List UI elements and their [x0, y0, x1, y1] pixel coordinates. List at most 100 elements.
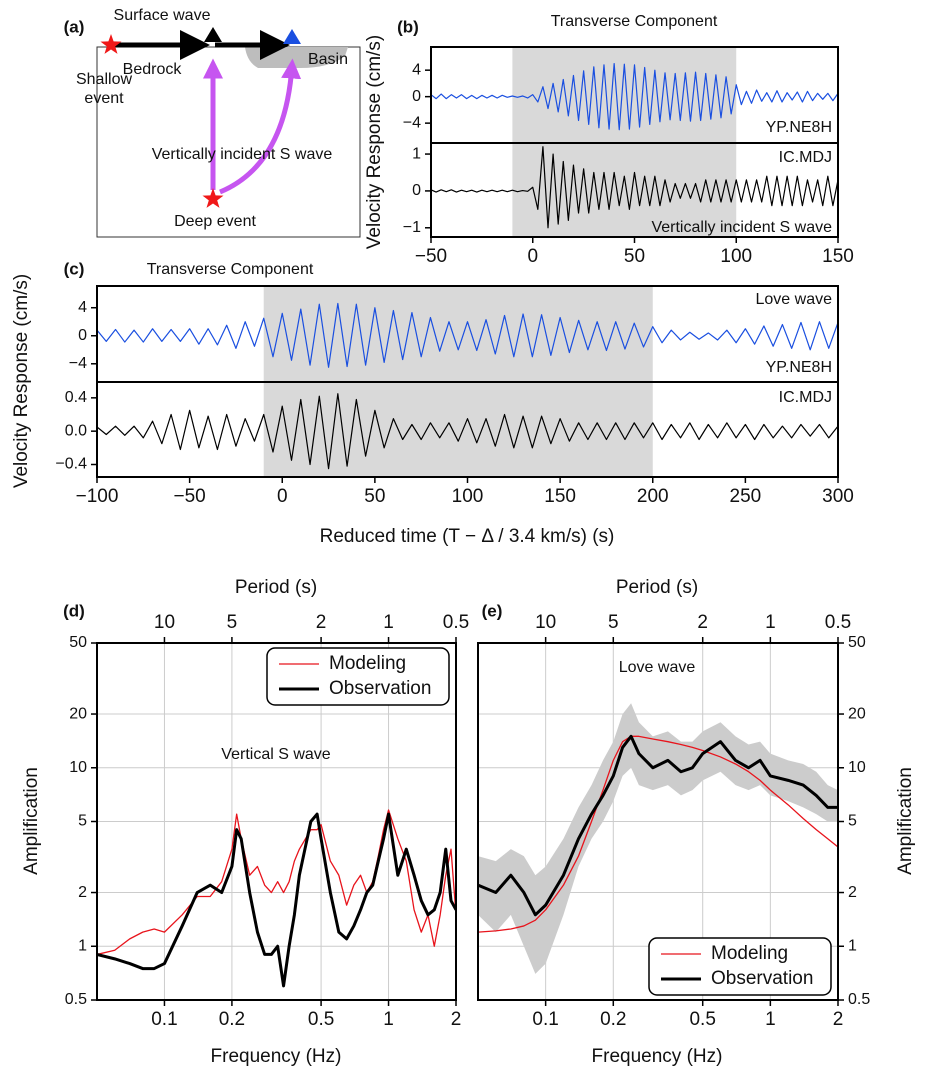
series-line [431, 62, 838, 131]
annotation: Vertically incident S wave [651, 219, 832, 236]
annotation: Vertical S wave [221, 746, 330, 763]
y-tick-label: 5 [78, 813, 87, 830]
trace-label: IC.MDJ [779, 149, 832, 166]
x-tick-label: 100 [452, 486, 484, 507]
x-tick-label: −50 [174, 486, 206, 507]
diagram-label: event [84, 90, 124, 107]
diagram-label: Basin [308, 51, 348, 68]
diagram-label: Surface wave [114, 7, 211, 24]
x-tick-label: 0 [277, 486, 288, 507]
panel: −4 0 4 (c) Transverse Component Velocity Resp… [11, 259, 839, 488]
chart-title: Transverse Component [551, 13, 718, 30]
series-line [97, 809, 456, 956]
series-line [97, 302, 838, 368]
event-star [100, 34, 122, 54]
chart-title: Transverse Component [147, 261, 314, 278]
panel-label: (d) [63, 601, 85, 620]
legend-label: Modeling [711, 943, 788, 964]
y-tick-label: 50 [848, 634, 866, 651]
y-tick-label: −4 [403, 114, 421, 131]
y-tick-label: 2 [848, 884, 857, 901]
series-line [478, 734, 838, 917]
trace-label: IC.MDJ [779, 389, 832, 406]
plot-area [97, 382, 838, 477]
y-tick-label: 20 [848, 705, 866, 722]
x-tick-label: 0.1 [532, 1009, 558, 1030]
time-window [512, 47, 737, 143]
panel: 0.5 1 2 5 10 20 50 0.1 0.2 0.5 1 2 10 5 2 1 0.5 (d) Amplif… [21, 577, 469, 1067]
y-tick-label: 2 [78, 884, 87, 901]
annotation: Love wave [756, 291, 833, 308]
x-tick-label: 2 [833, 1009, 844, 1030]
y-tick-label: 1 [78, 937, 87, 954]
legend-label: Modeling [329, 653, 406, 674]
x-tick-label: 0.1 [151, 1009, 177, 1030]
plot-area [97, 286, 838, 382]
panel-label: (a) [64, 17, 85, 36]
diagram-label: Vertically incident S wave [152, 146, 333, 163]
y-tick-label: 10 [848, 759, 866, 776]
diagram-label: Deep event [174, 213, 256, 230]
x-axis-label: Reduced time (T − Δ / 3.4 km/s) (s) [320, 526, 615, 547]
legend-box [266, 647, 450, 706]
legend: Modeling Observation [266, 647, 450, 706]
y-tick-label: 0 [412, 88, 421, 105]
x-tick-label: 200 [637, 486, 669, 507]
diagram-label: Bedrock [123, 61, 183, 78]
x-tick-label: −50 [415, 246, 447, 267]
x-axis-label: Frequency (Hz) [211, 1046, 342, 1067]
y-tick-label: 4 [78, 299, 87, 316]
x-tick-label: 0.2 [219, 1009, 245, 1030]
y-tick-label: 0 [78, 327, 87, 344]
y-tick-label: 20 [69, 705, 87, 722]
series-line [478, 735, 838, 933]
y-tick-label: 1 [412, 145, 421, 162]
schematic: (a) Surface wave Bedrock Basin Shallow e… [64, 7, 361, 238]
y-tick-label: 10 [69, 759, 87, 776]
plot-area [97, 643, 456, 1000]
y-tick-label: 0.0 [65, 422, 87, 439]
y-axis-label: Velocity Response (cm/s) [364, 35, 385, 249]
plot-area [431, 47, 838, 143]
y-tick-label: −4 [69, 355, 87, 372]
x-tick-label: 1 [383, 1009, 394, 1030]
x2-tick-label: 2 [697, 612, 708, 633]
y-axis-label: Amplification [895, 767, 916, 875]
x-tick-label: −100 [76, 486, 119, 507]
panel-label: (b) [397, 17, 419, 36]
x2-tick-label: 1 [383, 612, 394, 633]
y-tick-label: 1 [848, 937, 857, 954]
x2-tick-label: 5 [227, 612, 238, 633]
series-line [97, 812, 456, 988]
station-triangle [204, 27, 222, 42]
x-tick-label: 2 [451, 1009, 462, 1030]
y-tick-label: −1 [403, 219, 421, 236]
y-tick-label: 50 [69, 634, 87, 651]
y-tick-label: 0.5 [65, 991, 87, 1008]
x2-tick-label: 10 [535, 612, 556, 633]
x2-tick-label: 5 [608, 612, 619, 633]
y-axis-label: Amplification [21, 767, 42, 875]
x-tick-label: 0.2 [600, 1009, 626, 1030]
series-line [97, 393, 838, 470]
x-tick-label: 1 [765, 1009, 776, 1030]
x-tick-label: 50 [624, 246, 645, 267]
x-tick-label: 250 [730, 486, 762, 507]
station-triangle [283, 29, 301, 44]
y-tick-label: 0 [412, 182, 421, 199]
s-wave-arrow [219, 58, 302, 195]
x-tick-label: 0.5 [689, 1009, 715, 1030]
x-tick-label: 100 [720, 246, 752, 267]
x-tick-label: 0.5 [308, 1009, 334, 1030]
x2-tick-label: 0.5 [825, 612, 851, 633]
trace-label: YP.NE8H [766, 359, 832, 376]
legend-box [648, 937, 832, 996]
diagram-label: Shallow [76, 71, 132, 88]
x-axis-label: Frequency (Hz) [592, 1046, 723, 1067]
series-line [431, 146, 838, 229]
panel-label: (e) [482, 601, 503, 620]
x-tick-label: 0 [527, 246, 538, 267]
y-tick-label: 0.4 [65, 389, 87, 406]
y-tick-label: 5 [848, 813, 857, 830]
